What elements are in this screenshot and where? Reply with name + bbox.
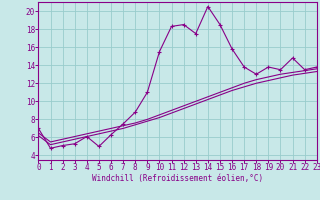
X-axis label: Windchill (Refroidissement éolien,°C): Windchill (Refroidissement éolien,°C) — [92, 174, 263, 183]
